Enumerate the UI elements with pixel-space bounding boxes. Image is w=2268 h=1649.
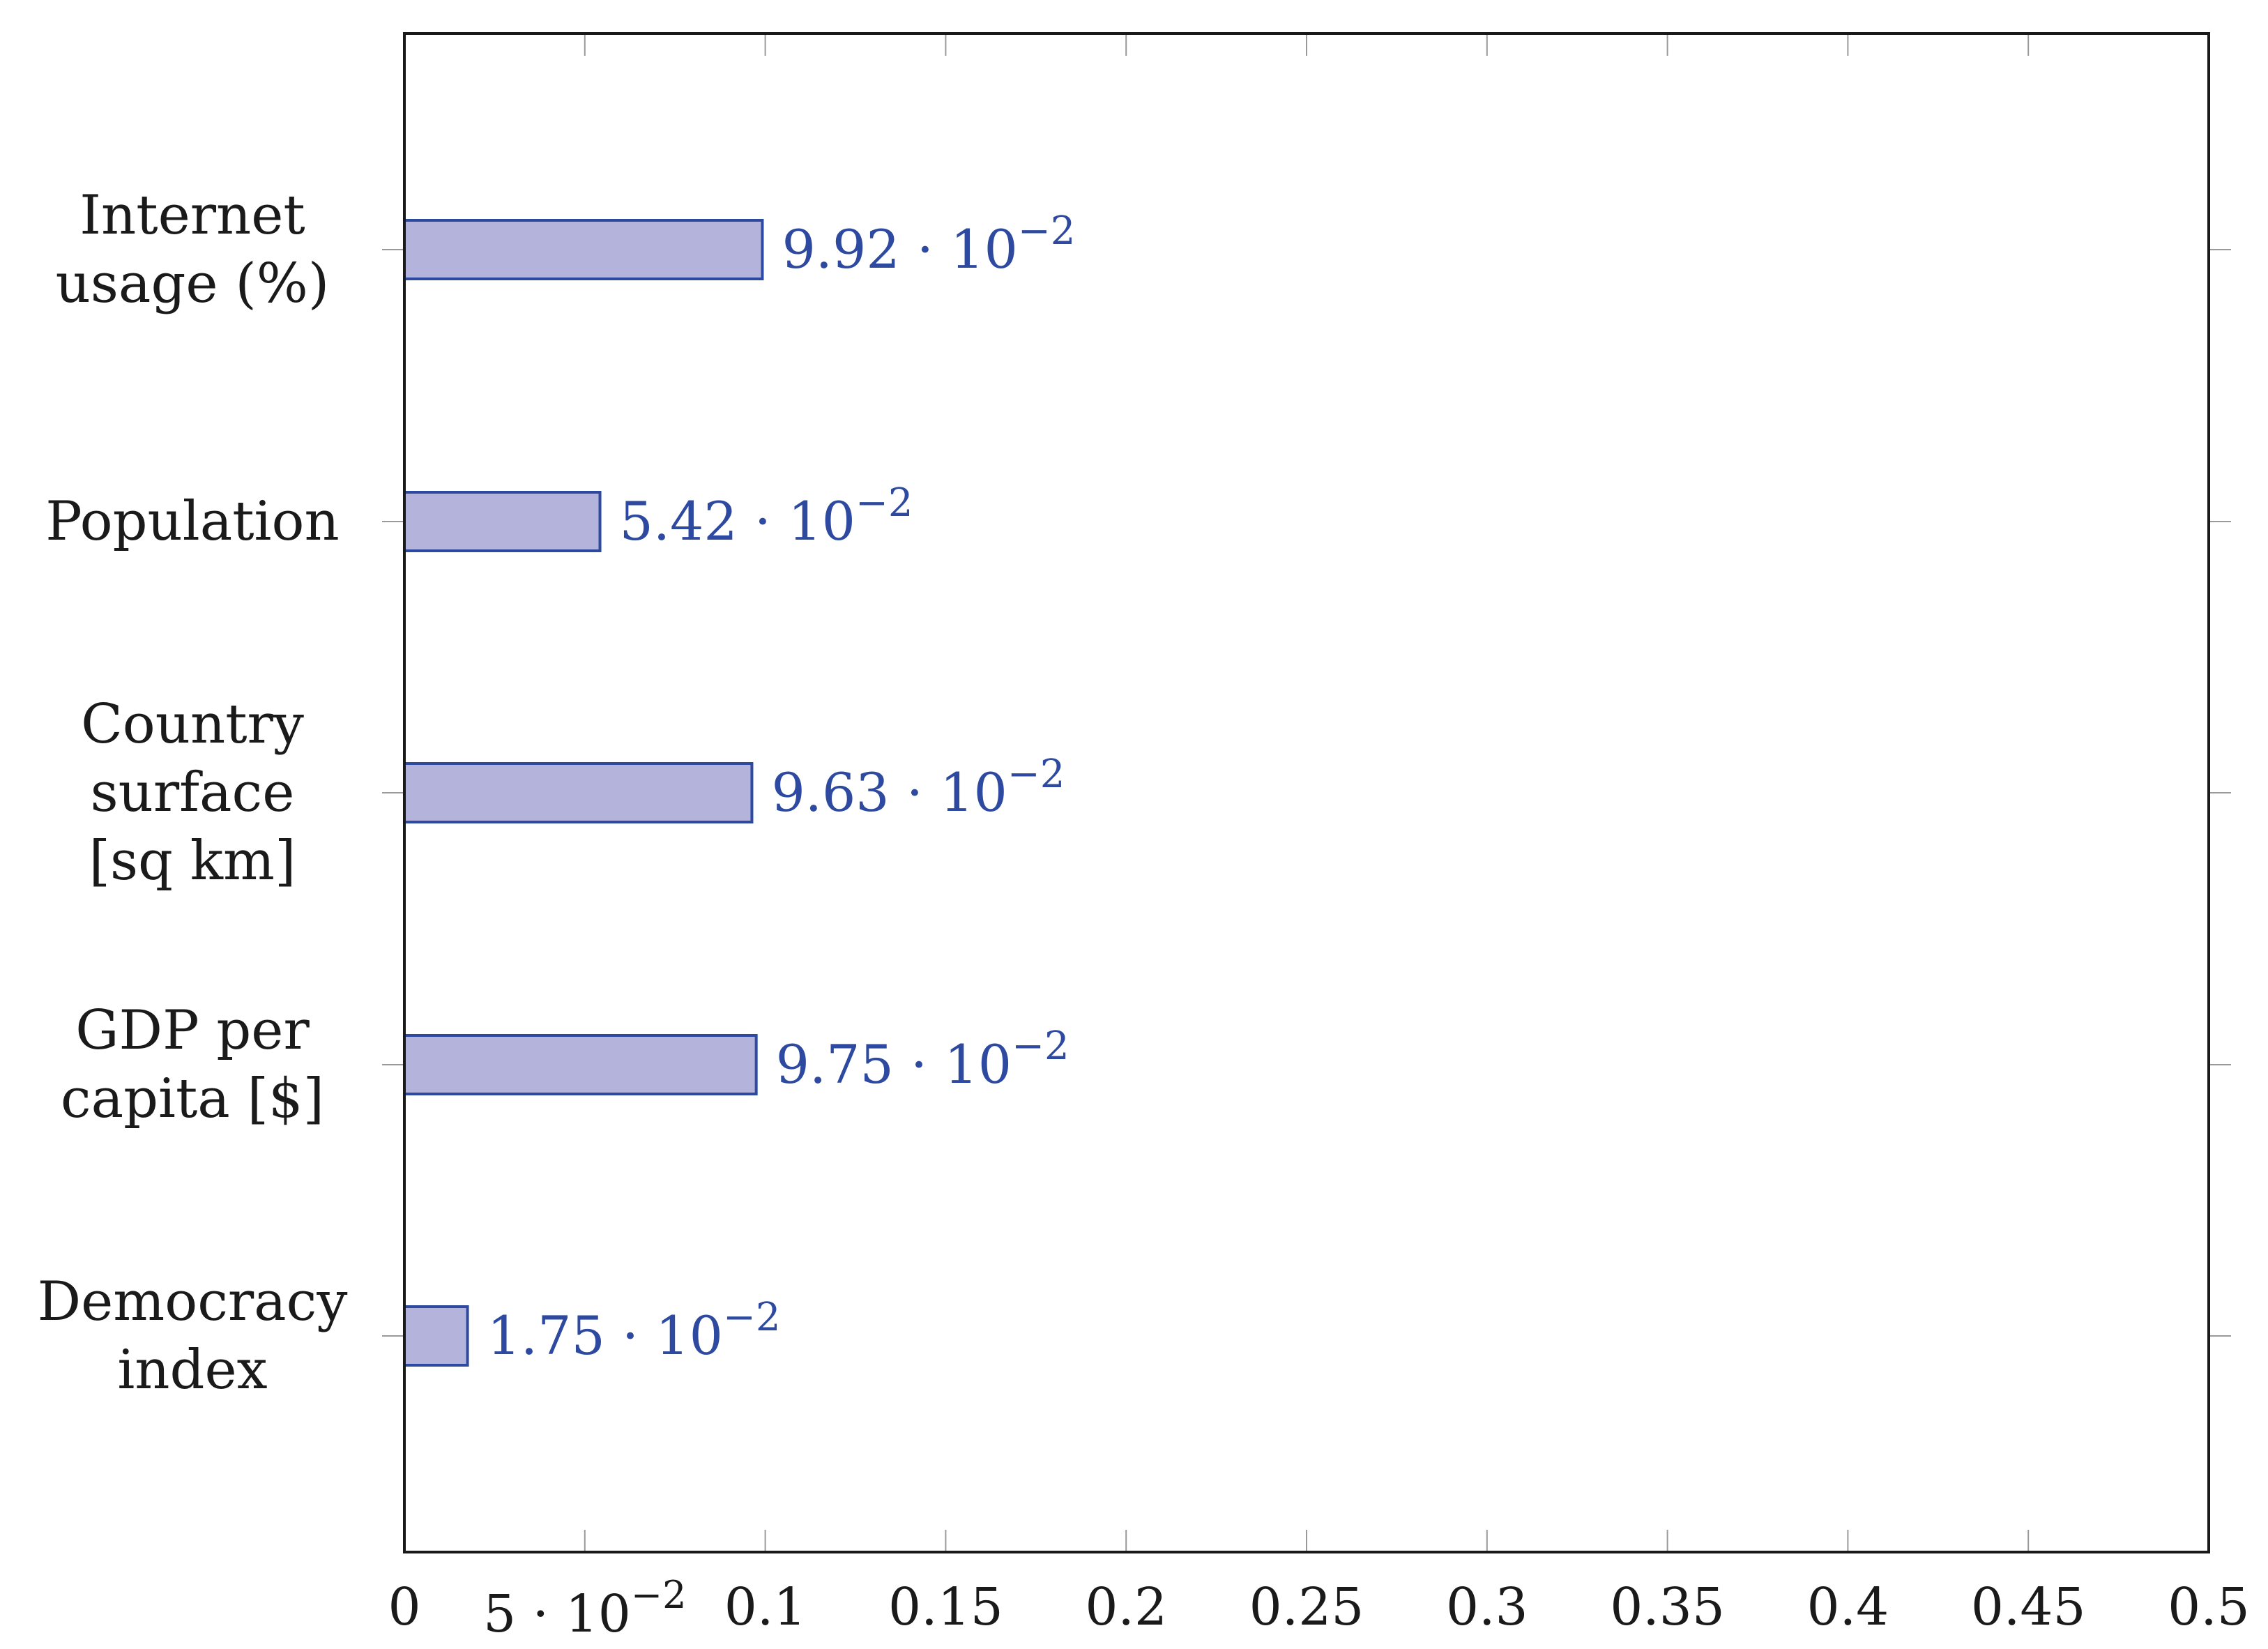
data-labels: 9.92 · 10−2 5.42 · 10−2 9.63 · 10−2 9.75 · … <box>487 208 1076 1367</box>
x-tick-label: 0.3 <box>1446 1577 1528 1637</box>
x-tick-label: 0.4 <box>1807 1577 1889 1637</box>
category-label: Country <box>81 693 304 756</box>
category-label: index <box>117 1339 267 1401</box>
bars <box>403 219 764 1367</box>
tick-marks <box>382 33 2231 1552</box>
x-tick-label: 0.1 <box>724 1577 807 1637</box>
bar <box>403 1305 469 1367</box>
x-tick-label: 0 <box>388 1577 420 1637</box>
x-tick-label: 0.25 <box>1249 1577 1364 1637</box>
data-label: 9.92 · 10−2 <box>782 208 1075 280</box>
category-label: GDP per <box>75 999 310 1062</box>
data-label: 9.75 · 10−2 <box>776 1024 1070 1095</box>
category-label: usage (%) <box>56 252 330 315</box>
x-tick-label: 0.35 <box>1610 1577 1725 1637</box>
data-label: 5.42 · 10−2 <box>620 480 913 552</box>
category-label: surface <box>91 761 295 824</box>
category-label: Population <box>45 490 339 553</box>
category-label: Democracy <box>38 1270 348 1333</box>
plot-frame <box>403 32 2210 1553</box>
bar <box>403 219 764 280</box>
data-label: 9.63 · 10−2 <box>771 752 1065 823</box>
x-tick-label: 0.45 <box>1971 1577 2086 1637</box>
x-tick-label: 0.2 <box>1085 1577 1167 1637</box>
bar <box>403 1034 758 1095</box>
x-tick-label: 0.5 <box>2168 1577 2250 1637</box>
category-label: Internet <box>79 184 305 247</box>
bar <box>403 491 602 552</box>
bar <box>403 762 754 823</box>
x-tick-label: 0.15 <box>888 1577 1003 1637</box>
data-label: 1.75 · 10−2 <box>487 1295 781 1367</box>
category-label: capita [$] <box>61 1067 324 1130</box>
x-tick-labels: 0 5 · 10−2 0.1 0.15 0.2 0.25 0.3 0.35 0.4 0.45 0.5 <box>388 1573 2249 1644</box>
category-label: [sq km] <box>89 830 296 892</box>
x-tick-label: 5 · 10−2 <box>483 1573 686 1644</box>
